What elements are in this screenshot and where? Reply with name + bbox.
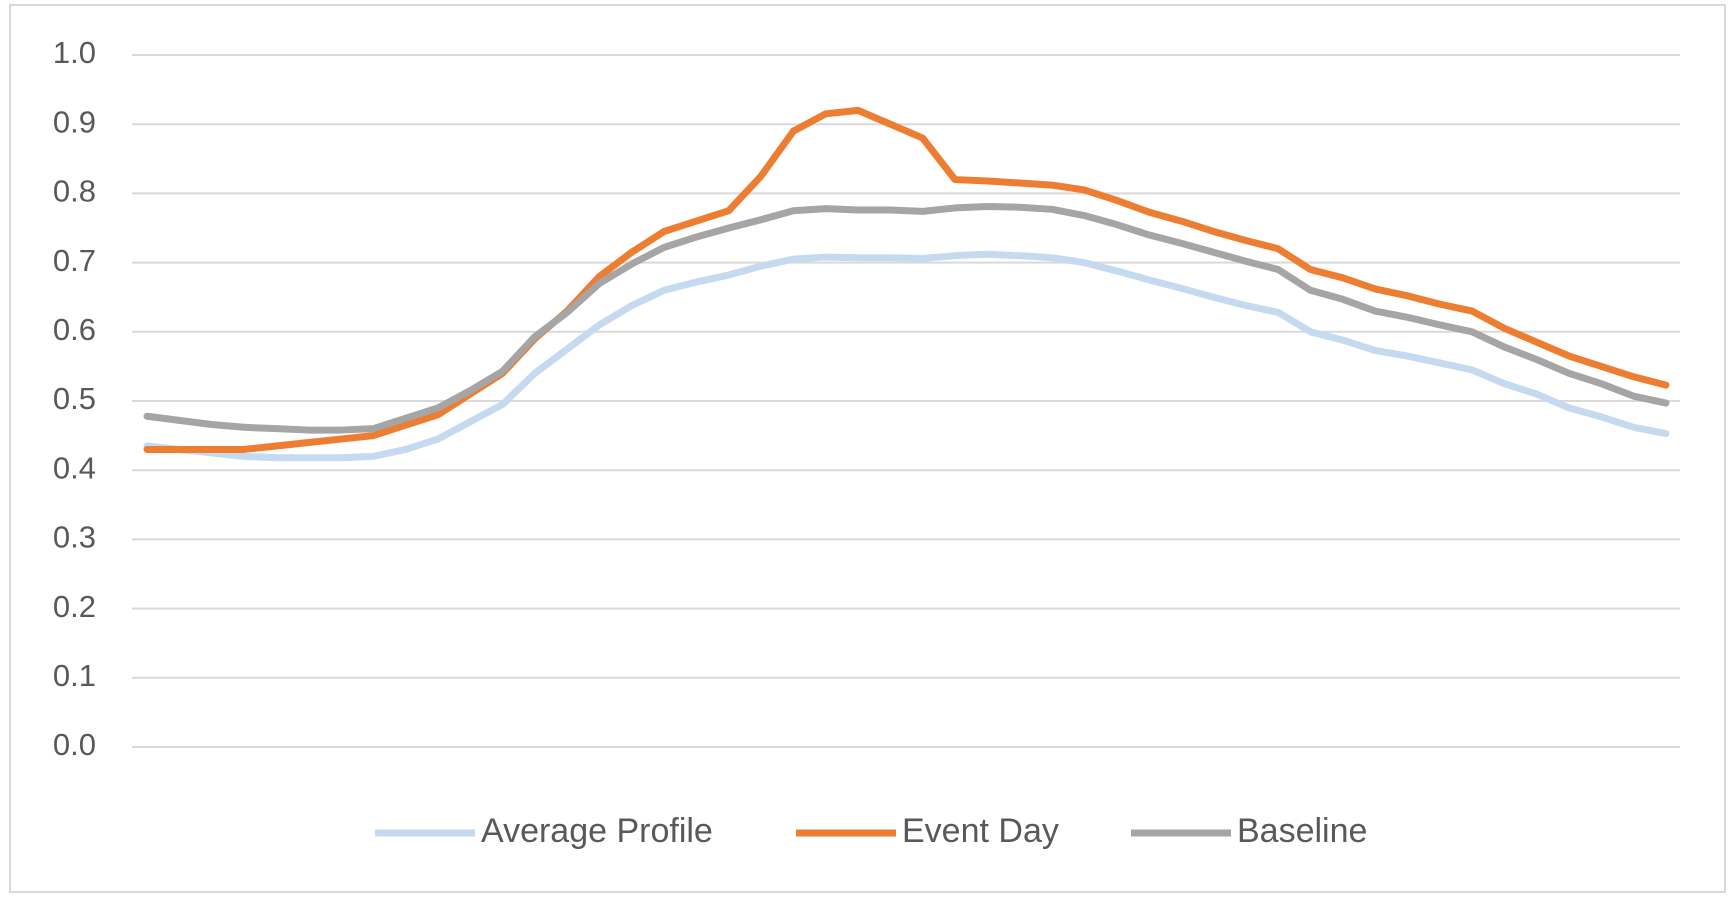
- y-tick-label: 0.7: [53, 243, 96, 278]
- series-line: [143, 203, 1670, 434]
- y-tick-label: 0.8: [53, 174, 96, 209]
- legend-label: Event Day: [902, 812, 1059, 850]
- y-tick-label: 0.3: [53, 520, 96, 555]
- y-tick-label: 0.2: [53, 589, 96, 624]
- legend-label: Baseline: [1237, 812, 1367, 850]
- legend-label: Average Profile: [481, 812, 713, 850]
- series-line: [143, 250, 1670, 462]
- y-tick-label: 0.1: [53, 658, 96, 693]
- y-tick-label: 0.4: [53, 450, 96, 485]
- y-tick-label: 0.9: [53, 104, 96, 139]
- y-tick-label: 0.6: [53, 312, 96, 347]
- y-tick-label: 0.0: [53, 727, 96, 762]
- y-tick-label: 1.0: [53, 35, 96, 70]
- series-line: [143, 106, 1670, 453]
- y-tick-label: 0.5: [53, 381, 96, 416]
- chart-frame: [9, 4, 1726, 893]
